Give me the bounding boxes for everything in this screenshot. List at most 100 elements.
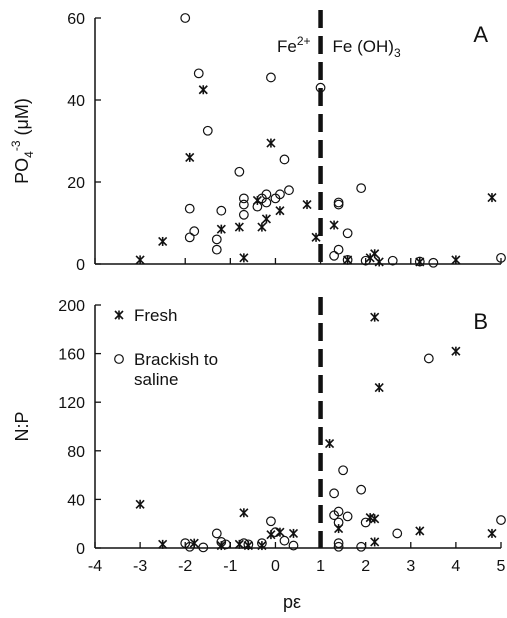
data-point-star (135, 499, 145, 509)
x-axis-label: pε (283, 592, 301, 612)
legend-star-marker (114, 310, 124, 320)
data-point-circle (342, 254, 353, 265)
series-brackish (180, 353, 506, 553)
data-point-circle (356, 541, 367, 552)
data-point-circle (333, 244, 344, 255)
y-tick-label: 0 (76, 257, 85, 274)
data-point-circle (238, 199, 249, 210)
legend: Fresh Brackish to saline (114, 306, 218, 389)
data-point-circle (360, 255, 371, 266)
x-tick-label: 0 (271, 558, 280, 575)
y-tick-label: 160 (58, 347, 85, 364)
data-point-circle (342, 228, 353, 239)
data-point-star (135, 255, 145, 265)
data-point-circle (270, 527, 281, 538)
data-point-star (370, 537, 380, 547)
data-point-star (374, 383, 384, 393)
data-point-circle (261, 197, 272, 208)
x-tick-label: -3 (133, 558, 147, 575)
data-point-circle (356, 484, 367, 495)
data-point-star (370, 514, 380, 524)
data-point-circle (279, 154, 290, 165)
data-point-circle (238, 193, 249, 204)
y-tick-label: 20 (67, 175, 85, 192)
data-point-circle (333, 541, 344, 552)
data-point-star (311, 232, 321, 242)
data-point-circle (202, 125, 213, 136)
data-point-star (158, 236, 168, 247)
data-point-circle (284, 185, 294, 196)
x-tick-label: 5 (497, 558, 506, 575)
data-point-star (198, 85, 208, 95)
data-point-circle (211, 244, 222, 255)
data-point-circle (184, 203, 195, 214)
data-point-star (370, 249, 380, 259)
data-point-circle (333, 506, 344, 517)
x-tick-label: -4 (88, 558, 102, 575)
data-point-circle (184, 541, 195, 552)
data-point-star (487, 193, 497, 203)
data-point-circle (266, 72, 276, 83)
data-point-circle (423, 353, 434, 364)
data-point-circle (329, 488, 339, 499)
data-point-star (343, 255, 353, 265)
data-point-star (216, 224, 226, 234)
data-point-circle (333, 197, 344, 208)
data-point-circle (333, 538, 344, 549)
data-point-circle (211, 528, 222, 539)
data-point-circle (496, 252, 506, 263)
y-tick-label: 0 (76, 541, 85, 558)
data-point-circle (360, 517, 371, 528)
data-point-star (257, 541, 267, 551)
data-point-circle (356, 183, 367, 194)
series-fresh (135, 85, 497, 267)
data-point-circle (342, 511, 353, 522)
y-axis-label: N:P (12, 411, 32, 441)
data-point-circle (198, 542, 209, 553)
data-point-star (451, 346, 461, 356)
data-point-circle (180, 13, 191, 23)
data-point-circle (275, 189, 285, 200)
data-point-circle (266, 516, 276, 527)
data-point-circle (220, 539, 231, 550)
data-point-star (451, 255, 461, 265)
y-tick-label: 60 (67, 11, 85, 28)
x-tick-label: 1 (316, 558, 325, 575)
x-tick-label: -1 (223, 558, 237, 575)
annotation-feoh3: Fe (OH)3 (333, 37, 401, 60)
data-point-circle (428, 257, 439, 268)
x-tick-label: 3 (406, 558, 415, 575)
data-point-star (234, 222, 244, 232)
data-point-circle (496, 515, 506, 525)
legend-label-fresh: Fresh (134, 306, 177, 325)
data-point-star (158, 539, 168, 549)
data-point-circle (193, 68, 204, 79)
data-point-circle (333, 517, 344, 528)
data-point-star (302, 199, 312, 210)
data-point-circle (392, 528, 403, 539)
data-point-circle (238, 538, 249, 549)
data-point-circle (387, 255, 398, 266)
data-point-star (275, 206, 285, 216)
data-point-star (185, 152, 195, 162)
y-axis-label: PO4-3 (μM) (9, 98, 36, 184)
data-point-star (415, 526, 425, 536)
data-point-star (266, 138, 276, 148)
data-point-circle (243, 539, 254, 550)
data-point-circle (257, 538, 267, 549)
data-point-circle (234, 166, 245, 177)
data-point-circle (252, 201, 263, 212)
x-tick-label: 4 (451, 558, 460, 575)
x-tick-label: 2 (361, 558, 370, 575)
data-point-star (239, 508, 249, 518)
data-point-star (487, 528, 497, 538)
data-point-circle (288, 540, 299, 551)
data-point-star (374, 257, 384, 267)
data-point-star (288, 528, 299, 538)
y-tick-label: 40 (67, 93, 85, 110)
data-point-circle (211, 234, 222, 245)
data-point-circle (333, 199, 344, 210)
data-point-circle (216, 205, 227, 216)
panel-letter: B (473, 309, 488, 334)
data-point-circle (189, 226, 200, 237)
